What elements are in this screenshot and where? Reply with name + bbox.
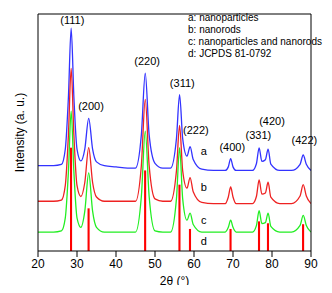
svg-text:2θ (°): 2θ (°): [160, 274, 189, 285]
svg-text:(220): (220): [134, 55, 160, 67]
svg-text:40: 40: [109, 257, 123, 271]
svg-text:90: 90: [304, 257, 318, 271]
svg-text:(200): (200): [78, 100, 104, 112]
svg-text:(400): (400): [219, 141, 245, 153]
svg-text:30: 30: [70, 257, 84, 271]
html-text:c: nanoparticles and nanorods: c: nanoparticles and nanorods: [188, 36, 322, 47]
svg-text:b: b: [201, 181, 207, 193]
svg-text:(422): (422): [292, 134, 318, 146]
svg-text:c: c: [201, 214, 207, 226]
html-text:d: JCPDS 81-0792: d: JCPDS 81-0792: [188, 48, 272, 59]
svg-text:d: d: [201, 235, 207, 247]
svg-text:(311): (311): [170, 77, 195, 89]
svg-text:70: 70: [226, 257, 240, 271]
svg-text:(420): (420): [259, 115, 285, 127]
svg-text:60: 60: [187, 257, 201, 271]
svg-text:(331): (331): [246, 129, 272, 141]
svg-text:50: 50: [148, 257, 162, 271]
svg-text:(111): (111): [60, 14, 84, 26]
svg-text:20: 20: [31, 257, 45, 271]
html-text:b: nanorods: b: nanorods: [188, 24, 241, 35]
svg-text:(222): (222): [183, 124, 209, 136]
svg-text:80: 80: [265, 257, 279, 271]
svg-text:a: a: [201, 145, 208, 157]
svg-text:Intensity (a. u.): Intensity (a. u.): [13, 93, 27, 172]
html-text:a: nanoparticles: a: nanoparticles: [188, 12, 259, 23]
